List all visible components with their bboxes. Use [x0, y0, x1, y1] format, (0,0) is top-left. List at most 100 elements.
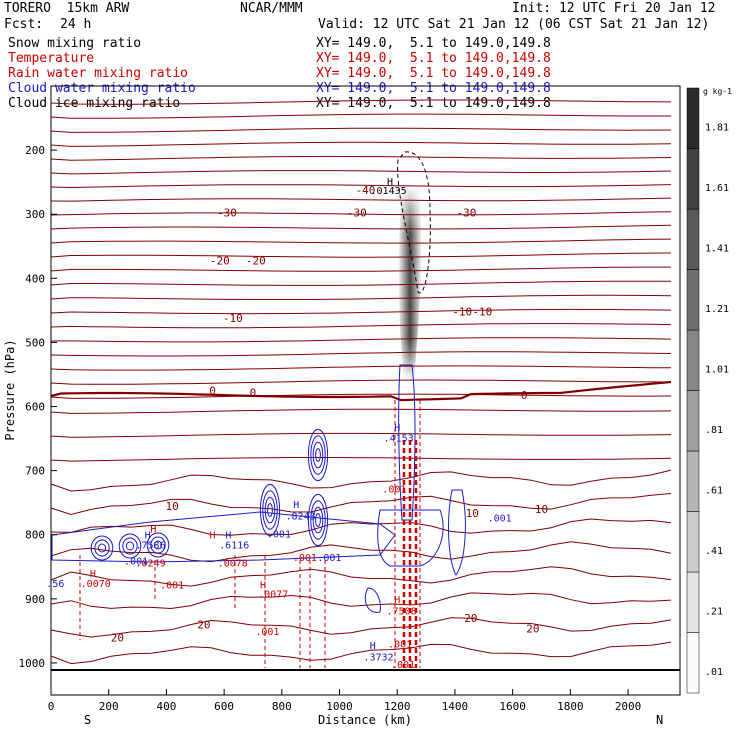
y-tick-label: 800	[25, 529, 45, 542]
value-label: H	[293, 500, 299, 511]
colorbar-segment	[686, 511, 700, 573]
y-tick-label: 1000	[19, 657, 46, 670]
isotherm-line	[50, 592, 672, 610]
isotherm-lines	[50, 99, 680, 671]
colorbar-label: 1.01	[705, 364, 729, 375]
cloud-water-band	[51, 511, 396, 563]
isotherm-line	[50, 224, 672, 230]
isotherm-line	[50, 252, 672, 258]
field-xy-snow: XY= 149.0, 5.1 to 149.0,149.8	[316, 36, 551, 51]
colorbar-segment	[686, 632, 700, 694]
south-label: S	[84, 713, 91, 727]
colorbar-segment	[686, 208, 700, 270]
value-label: .001	[488, 513, 512, 524]
value-label: .0078	[218, 558, 248, 569]
value-label: .8243	[286, 512, 316, 523]
isotherm-label: 0	[209, 385, 216, 398]
colorbar-label: .21	[705, 606, 723, 617]
cloud-water-ring	[150, 536, 166, 554]
y-axis-label: Pressure (hPa)	[3, 339, 17, 440]
value-label: H	[90, 569, 96, 580]
cloud-water-ring	[146, 532, 170, 558]
isotherm-label: 20	[526, 622, 539, 635]
colorbar-segment	[686, 87, 700, 149]
isotherm-line	[50, 99, 672, 105]
x-tick-label: 600	[214, 700, 234, 713]
cloud-water-ring	[90, 535, 114, 561]
isotherm-label: 10	[535, 503, 548, 516]
isotherm-line	[50, 408, 672, 414]
y-tick-label: 700	[25, 465, 45, 478]
value-label: .001	[388, 640, 412, 651]
isotherm-label: -30	[457, 206, 477, 219]
cloud-water-ring	[153, 540, 163, 550]
y-tick-label: 600	[25, 401, 45, 414]
colorbar-segment	[686, 390, 700, 452]
isotherm-line	[50, 280, 672, 286]
value-label: .001	[317, 553, 341, 564]
field-name-cloud-water: Cloud water mixing ratio	[8, 81, 196, 96]
isotherm-label: 0	[521, 389, 528, 402]
value-label: H	[394, 423, 400, 434]
isotherm-line	[50, 617, 672, 638]
value-label: .001	[160, 581, 184, 592]
isotherm-label: -10	[472, 306, 492, 319]
isotherm-label: -20	[210, 254, 230, 267]
value-label: .001	[391, 660, 415, 671]
isotherm-line	[50, 127, 672, 133]
axis-ticks: 0 200 400 600 800 1000 1200 1400 1600 1800 2000200…	[19, 144, 642, 713]
value-label: H	[210, 531, 216, 542]
x-tick-label: 1000	[326, 700, 353, 713]
isotherm-line	[50, 379, 672, 385]
isotherm-label: -20	[246, 254, 266, 267]
cloud-water-cell	[312, 441, 324, 469]
model-title: TORERO 15km ARW	[4, 1, 130, 16]
isotherm-label: 10	[166, 500, 179, 513]
cloud-water-outline	[377, 509, 444, 567]
isotherm-line	[50, 211, 672, 216]
value-label: .001	[267, 529, 291, 540]
field-xy-rain: XY= 149.0, 5.1 to 149.0,149.8	[316, 66, 551, 81]
x-tick-label: 400	[156, 700, 176, 713]
y-tick-label: 200	[25, 144, 45, 157]
cloud-water-cell	[267, 503, 273, 517]
x-tick-label: 200	[99, 700, 119, 713]
snow-shading	[398, 186, 422, 380]
value-label: H	[394, 595, 400, 606]
isotherm-line	[50, 541, 672, 563]
value-label: .3732	[363, 653, 393, 664]
cloud-ice-contour	[397, 151, 431, 294]
colorbar-label: 1.41	[705, 243, 729, 254]
cloud-water-cell	[259, 483, 281, 537]
colorbar-segment	[686, 450, 700, 512]
colorbar-label: .61	[705, 485, 723, 496]
colorbar-segment	[686, 329, 700, 391]
isotherm-label: -40	[356, 184, 376, 197]
cloud-water-ring	[94, 539, 110, 557]
x-tick-label: 1400	[442, 700, 469, 713]
x-tick-label: 1600	[499, 700, 526, 713]
value-label: H	[225, 531, 231, 542]
field-name-cloud-ice: Cloud ice mixing ratio	[8, 96, 181, 111]
field-xy-temperature: XY= 149.0, 5.1 to 149.0,149.8	[316, 51, 551, 66]
cloud-water-outline	[448, 489, 466, 576]
y-tick-label: 900	[25, 593, 45, 606]
isotherm-line	[50, 365, 672, 371]
isotherm-line	[50, 457, 672, 462]
value-label: .7508	[387, 606, 417, 617]
y-tick-label: 300	[25, 208, 45, 221]
plot-frame	[50, 85, 681, 696]
value-label: .0070	[81, 579, 111, 590]
cloud-water-ring	[118, 533, 142, 559]
value-label: .0077	[258, 590, 288, 601]
x-tick-label: 2000	[615, 700, 642, 713]
cloud-water-cell	[262, 490, 278, 530]
value-label: .4153	[384, 433, 414, 444]
isotherm-line	[50, 170, 672, 175]
value-label: .56	[46, 579, 64, 590]
isotherm-label: -10	[452, 306, 472, 319]
value-label: H	[370, 641, 376, 652]
colorbar-label: 1.61	[705, 183, 729, 194]
x-axis-label: Distance (km)	[318, 713, 412, 727]
